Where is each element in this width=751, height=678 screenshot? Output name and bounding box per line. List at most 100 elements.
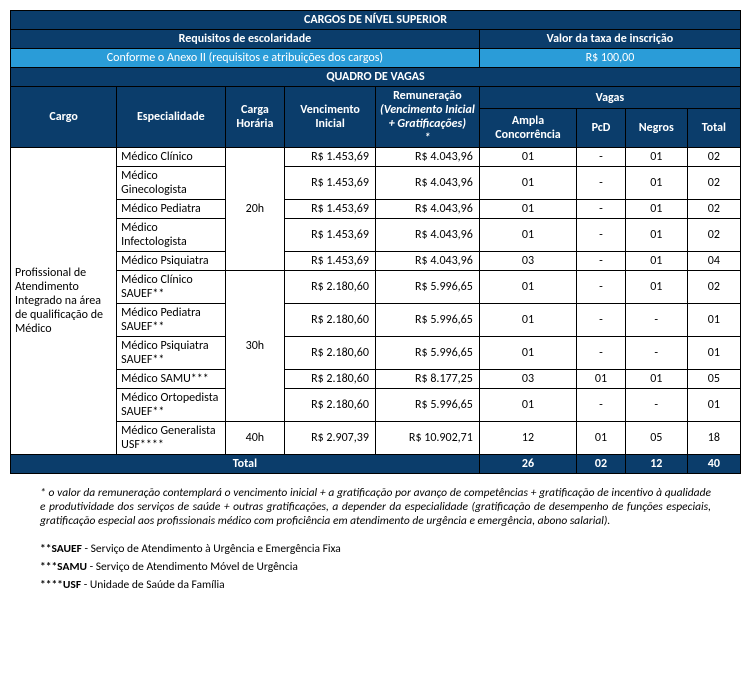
total-ampla: 26 xyxy=(479,455,576,474)
table-row: Médico Ginecologista R$ 1.453,69 R$ 4.04… xyxy=(11,167,741,200)
remun-cell: R$ 8.177,25 xyxy=(375,370,479,389)
negros-cell: 01 xyxy=(625,200,687,219)
remun-cell: R$ 5.996,65 xyxy=(375,389,479,422)
pcd-cell: - xyxy=(577,200,626,219)
espec-cell: Médico SAMU*** xyxy=(117,370,225,389)
total-cell: 05 xyxy=(687,370,740,389)
ampla-cell: 03 xyxy=(479,370,576,389)
table-row: Médico Ortopedista SAUEF** R$ 2.180,60 R… xyxy=(11,389,741,422)
remun-cell: R$ 4.043,96 xyxy=(375,200,479,219)
pcd-cell: - xyxy=(577,304,626,337)
ampla-cell: 01 xyxy=(479,167,576,200)
venc-cell: R$ 2.907,39 xyxy=(285,422,376,455)
venc-cell: R$ 2.180,60 xyxy=(285,389,376,422)
ampla-cell: 01 xyxy=(479,148,576,167)
table-row: Médico Pediatra SAUEF** R$ 2.180,60 R$ 5… xyxy=(11,304,741,337)
remun-cell: R$ 5.996,65 xyxy=(375,337,479,370)
total-cell: 01 xyxy=(687,337,740,370)
negros-cell: 01 xyxy=(625,219,687,252)
total-cell: 02 xyxy=(687,167,740,200)
venc-cell: R$ 2.180,60 xyxy=(285,304,376,337)
venc-cell: R$ 2.180,60 xyxy=(285,370,376,389)
venc-cell: R$ 1.453,69 xyxy=(285,219,376,252)
negros-cell: 01 xyxy=(625,252,687,271)
ampla-cell: 12 xyxy=(479,422,576,455)
fee-header: Valor da taxa de inscrição xyxy=(479,30,740,49)
col-remun: Remuneração (Vencimento Inicial + Gratif… xyxy=(375,87,479,148)
remun-cell: R$ 5.996,65 xyxy=(375,271,479,304)
venc-cell: R$ 1.453,69 xyxy=(285,167,376,200)
espec-cell: Médico Ginecologista xyxy=(117,167,225,200)
table-row: Médico Generalista USF**** 40h R$ 2.907,… xyxy=(11,422,741,455)
pcd-cell: 01 xyxy=(577,422,626,455)
negros-cell: 05 xyxy=(625,422,687,455)
note-star: * o valor da remuneração contemplará o v… xyxy=(40,486,711,528)
negros-cell: 01 xyxy=(625,167,687,200)
espec-cell: Médico Clínico SAUEF** xyxy=(117,271,225,304)
table-row: Médico Psiquiatra SAUEF** R$ 2.180,60 R$… xyxy=(11,337,741,370)
ampla-cell: 01 xyxy=(479,304,576,337)
venc-cell: R$ 1.453,69 xyxy=(285,200,376,219)
espec-cell: Médico Generalista USF**** xyxy=(117,422,225,455)
remun-l3: * xyxy=(424,131,430,145)
negros-cell: 01 xyxy=(625,370,687,389)
table-row: Médico SAMU*** R$ 2.180,60 R$ 8.177,25 0… xyxy=(11,370,741,389)
ampla-cell: 01 xyxy=(479,271,576,304)
cargo-cell: Profissional de Atendimento Integrado na… xyxy=(11,148,117,455)
espec-cell: Médico Psiquiatra SAUEF** xyxy=(117,337,225,370)
col-carga: Carga Horária xyxy=(225,87,285,148)
req-text: Conforme o Anexo II (requisitos e atribu… xyxy=(11,49,480,68)
negros-cell: - xyxy=(625,389,687,422)
venc-cell: R$ 1.453,69 xyxy=(285,148,376,167)
total-cell: 02 xyxy=(687,219,740,252)
total-label: Total xyxy=(11,455,480,474)
espec-cell: Médico Pediatra SAUEF** xyxy=(117,304,225,337)
remun-cell: R$ 4.043,96 xyxy=(375,252,479,271)
total-total: 40 xyxy=(687,455,740,474)
table-row: Médico Infectologista R$ 1.453,69 R$ 4.0… xyxy=(11,219,741,252)
col-total: Total xyxy=(687,109,740,148)
total-cell: 04 xyxy=(687,252,740,271)
pcd-cell: - xyxy=(577,271,626,304)
title: CARGOS DE NÍVEL SUPERIOR xyxy=(11,11,741,30)
carga-cell: 30h xyxy=(225,271,285,422)
negros-cell: 01 xyxy=(625,148,687,167)
col-venc: Vencimento Inicial xyxy=(285,87,376,148)
table-row: Médico Clínico SAUEF** 30h R$ 2.180,60 R… xyxy=(11,271,741,304)
ampla-cell: 01 xyxy=(479,389,576,422)
remun-cell: R$ 10.902,71 xyxy=(375,422,479,455)
total-negros: 12 xyxy=(625,455,687,474)
remun-l2: (Vencimento Inicial + Gratificações) xyxy=(380,103,475,131)
pcd-cell: - xyxy=(577,389,626,422)
pcd-cell: - xyxy=(577,252,626,271)
total-row: Total 26 02 12 40 xyxy=(11,455,741,474)
pcd-cell: - xyxy=(577,337,626,370)
venc-cell: R$ 2.180,60 xyxy=(285,271,376,304)
ampla-cell: 01 xyxy=(479,337,576,370)
espec-cell: Médico Pediatra xyxy=(117,200,225,219)
venc-cell: R$ 2.180,60 xyxy=(285,337,376,370)
carga-cell: 40h xyxy=(225,422,285,455)
total-cell: 18 xyxy=(687,422,740,455)
total-cell: 02 xyxy=(687,200,740,219)
negros-cell: 01 xyxy=(625,271,687,304)
col-cargo: Cargo xyxy=(11,87,117,148)
espec-cell: Médico Psiquiatra xyxy=(117,252,225,271)
legend-usf: ****USF - Unidade de Saúde da Família xyxy=(40,578,711,592)
remun-cell: R$ 4.043,96 xyxy=(375,167,479,200)
vagas-table: CARGOS DE NÍVEL SUPERIOR Requisitos de e… xyxy=(10,10,741,474)
negros-cell: - xyxy=(625,304,687,337)
req-header: Requisitos de escolaridade xyxy=(11,30,480,49)
legend: **SAUEF - Serviço de Atendimento à Urgên… xyxy=(40,542,711,592)
col-vagas: Vagas xyxy=(479,87,740,109)
espec-cell: Médico Ortopedista SAUEF** xyxy=(117,389,225,422)
pcd-cell: - xyxy=(577,219,626,252)
pcd-cell: 01 xyxy=(577,370,626,389)
col-ampla: Ampla Concorrência xyxy=(479,109,576,148)
total-cell: 01 xyxy=(687,304,740,337)
total-cell: 02 xyxy=(687,271,740,304)
pcd-cell: - xyxy=(577,148,626,167)
espec-cell: Médico Infectologista xyxy=(117,219,225,252)
remun-cell: R$ 5.996,65 xyxy=(375,304,479,337)
legend-sauef: **SAUEF - Serviço de Atendimento à Urgên… xyxy=(40,542,711,556)
